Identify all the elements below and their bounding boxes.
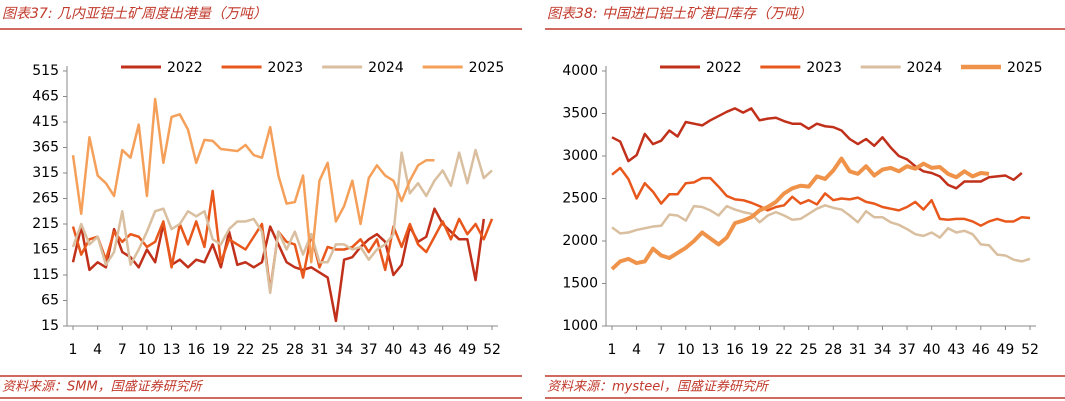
x-tick-label: 7 [118,342,127,358]
series-line [611,166,1031,227]
legend-label: 2023 [268,60,304,76]
legend-label: 2023 [806,60,842,76]
x-tick-label: 49 [458,342,476,358]
x-tick-label: 25 [800,342,818,358]
x-tick-label: 4 [93,342,102,358]
x-tick-label: 28 [286,342,304,358]
y-tick-label: 3000 [562,148,598,164]
x-tick-label: 1 [608,342,617,358]
x-tick-label: 4 [632,342,641,358]
y-tick-label: 65 [41,293,59,309]
x-tick-label: 52 [483,342,501,358]
series-line [71,97,435,264]
chart-title: 图表37: 几内亚铝土矿周度出港量（万吨） [2,6,267,22]
x-tick-label: 43 [409,342,427,358]
x-tick-label: 49 [996,342,1014,358]
y-tick-label: 165 [32,242,59,258]
x-tick-label: 10 [138,342,156,358]
source: 资料来源：mysteel，国盛证券研究所 [547,379,770,395]
y-tick-label: 2000 [562,233,598,249]
x-tick-label: 34 [874,342,892,358]
x-tick-label: 19 [751,342,769,358]
x-tick-label: 40 [384,342,402,358]
y-tick-label: 115 [32,267,59,283]
x-tick-label: 37 [360,342,378,358]
series-line [610,156,990,271]
y-tick-label: 4000 [562,63,598,79]
y-tick-label: 1500 [562,276,598,292]
x-tick-label: 40 [923,342,941,358]
x-tick-label: 43 [947,342,965,358]
y-tick-label: 3500 [562,106,598,122]
legend-label: 2025 [469,60,505,76]
y-tick-label: 15 [41,318,59,334]
x-tick-label: 22 [775,342,793,358]
x-tick-label: 52 [1021,342,1039,358]
x-tick-label: 10 [677,342,695,358]
x-tick-label: 13 [163,342,181,358]
y-tick-label: 315 [32,165,59,181]
x-tick-label: 22 [237,342,255,358]
y-tick-label: 515 [32,63,59,79]
x-tick-label: 37 [898,342,916,358]
source: 资料来源：SMM，国盛证券研究所 [2,379,204,395]
x-tick-label: 31 [311,342,329,358]
chart-title: 图表38: 中国进口铝土矿港口库存（万吨） [547,6,812,22]
y-tick-label: 415 [32,114,59,130]
y-tick-label: 1000 [562,318,598,334]
x-tick-label: 13 [701,342,719,358]
legend-label: 2022 [167,60,203,76]
y-tick-label: 2500 [562,191,598,207]
legend-label: 2022 [706,60,742,76]
series-line [611,107,1023,190]
x-tick-label: 34 [335,342,353,358]
x-tick-label: 46 [434,342,452,358]
series-line [611,204,1031,263]
series-line [71,148,493,295]
legend-label: 2025 [1007,60,1043,76]
x-tick-label: 16 [187,342,205,358]
y-tick-label: 215 [32,216,59,232]
x-tick-label: 46 [972,342,990,358]
y-tick-label: 265 [32,191,59,207]
legend-label: 2024 [907,60,943,76]
x-tick-label: 1 [69,342,78,358]
x-tick-label: 28 [824,342,842,358]
y-tick-label: 465 [32,89,59,105]
legend-label: 2024 [368,60,404,76]
x-tick-label: 31 [849,342,867,358]
x-tick-label: 25 [261,342,279,358]
x-tick-label: 19 [212,342,230,358]
x-tick-label: 16 [726,342,744,358]
series-line [71,207,486,323]
y-tick-label: 365 [32,140,59,156]
x-tick-label: 7 [657,342,666,358]
